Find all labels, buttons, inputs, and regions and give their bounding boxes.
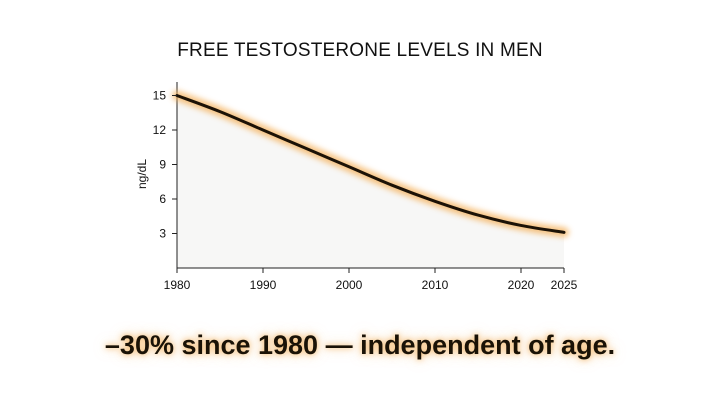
x-tick-label: 2000 <box>336 278 363 292</box>
y-tick-label: 3 <box>159 227 166 241</box>
chart-title: FREE TESTOSTERONE LEVELS IN MEN <box>177 40 543 61</box>
x-tick-label: 1980 <box>164 278 191 292</box>
x-tick-label: 1990 <box>250 278 277 292</box>
y-tick-label: 12 <box>153 123 167 137</box>
series-line <box>175 94 566 234</box>
x-tick-label: 2020 <box>508 278 535 292</box>
x-tick-label: 2010 <box>422 278 449 292</box>
y-tick-label: 15 <box>153 89 167 103</box>
y-axis-label: ng/dL <box>135 159 149 189</box>
y-tick-label: 9 <box>159 158 166 172</box>
x-axis-label: YEARS <box>350 298 391 300</box>
line-chart: 3 6 9 12 15 1980 1990 2000 2010 2020 2025 YEARS ng/d… <box>135 82 578 300</box>
y-tick-label: 6 <box>159 192 166 206</box>
x-tick-label: 2025 <box>551 278 578 292</box>
caption: –30% since 1980 — independent of age. <box>104 330 616 360</box>
